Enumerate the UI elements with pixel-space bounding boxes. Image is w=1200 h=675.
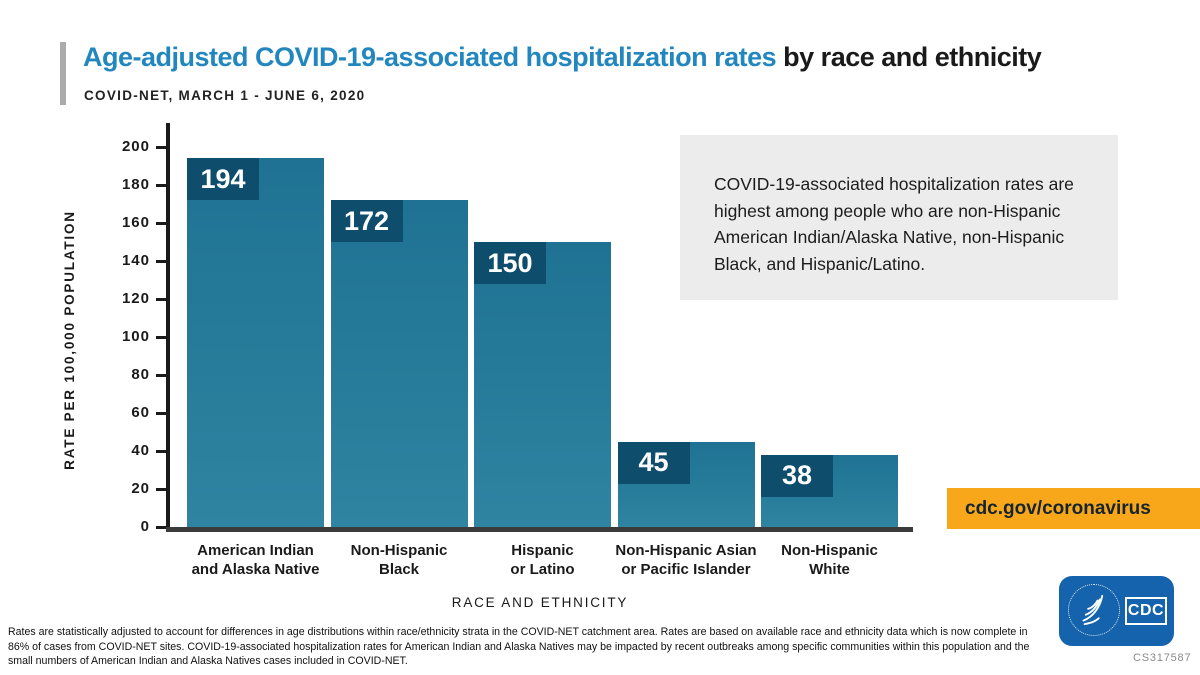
bar-category-line: Non-Hispanic Asian [615, 542, 757, 559]
y-tick-label: 60 [131, 404, 150, 421]
bar-category-line: White [809, 561, 850, 578]
y-tick-label: 120 [121, 290, 150, 307]
cdc-hhs-logo: CDC [1059, 576, 1174, 646]
bar-value: 150 [474, 242, 546, 284]
y-tick [156, 145, 166, 149]
page-title-black: by race and ethnicity [776, 42, 1042, 72]
cs-number: CS317587 [1133, 652, 1192, 664]
bar-category-label: Non-Hispanic Asian or Pacific Islander [596, 541, 776, 579]
url-badge-label: cdc.gov/coronavirus [965, 498, 1151, 519]
y-tick-label: 40 [131, 442, 150, 459]
footnote: Rates are statistically adjusted to acco… [8, 625, 1029, 669]
callout-box: COVID-19-associated hospitalization rate… [680, 135, 1118, 300]
y-tick [156, 487, 166, 491]
bar-value: 194 [187, 158, 259, 201]
y-tick-label: 100 [121, 328, 150, 345]
title-accent-bar [60, 42, 66, 105]
y-tick [156, 335, 166, 339]
bar-category-line: Black [378, 561, 420, 578]
y-tick-label: 0 [140, 518, 150, 535]
y-tick [156, 259, 166, 263]
y-tick-label: 20 [131, 480, 150, 497]
bar-category-label: American Indian and Alaska Native [166, 541, 346, 579]
bar-category-label: Hispanic or Latino [453, 541, 633, 579]
y-tick [156, 411, 166, 415]
page-subtitle: COVID-NET, MARCH 1 - JUNE 6, 2020 [84, 88, 366, 103]
callout-text: COVID-19-associated hospitalization rate… [714, 174, 1074, 274]
y-tick-label: 160 [121, 214, 150, 231]
y-axis-line [166, 123, 170, 532]
bar-category-line: and Alaska Native [191, 561, 320, 578]
y-tick [156, 221, 166, 225]
bar-category-line: or Pacific Islander [621, 561, 751, 578]
x-axis-line [166, 527, 913, 532]
cdc-wordmark: CDC [1125, 597, 1167, 625]
y-tick [156, 183, 166, 187]
y-tick [156, 297, 166, 301]
x-axis-title: RACE AND ETHNICITY [451, 595, 629, 610]
footnote-line: 86% of cases from COVID-NET sites. COVID… [8, 640, 1030, 653]
page-title-blue: Age-adjusted COVID-19-associated hospita… [83, 42, 777, 72]
bar-value: 45 [617, 441, 690, 484]
bar-value: 172 [330, 200, 403, 243]
y-tick [156, 449, 166, 453]
bar: 172 [330, 200, 468, 527]
bar: 45 [617, 441, 755, 527]
hhs-eagle-icon [1068, 584, 1120, 636]
y-tick [156, 373, 166, 377]
bar-category-line: Non-Hispanic [781, 542, 878, 559]
footnote-line: small numbers of American Indian and Ala… [8, 655, 408, 667]
bar: 194 [187, 158, 324, 527]
y-tick-label: 140 [121, 252, 150, 269]
y-axis-title: RATE PER 100,000 POPULATION [62, 210, 77, 470]
bar-category-label: Non-Hispanic Black [309, 541, 489, 579]
bar-category-line: or Latino [510, 561, 575, 578]
y-tick-label: 200 [121, 138, 150, 155]
bar-category-line: American Indian [197, 542, 314, 559]
page-title: Age-adjusted COVID-19-associated hospita… [83, 40, 1042, 74]
bar-category-line: Hispanic [511, 542, 574, 559]
bar-category-line: Non-Hispanic [350, 542, 448, 559]
bar-value: 38 [761, 454, 833, 497]
bar-category-label: Non-Hispanic White [740, 541, 920, 579]
bar: 150 [474, 242, 611, 527]
url-badge: cdc.gov/coronavirus [947, 488, 1200, 529]
bar: 38 [761, 454, 898, 527]
y-tick [156, 525, 166, 529]
footnote-line: Rates are statistically adjusted to acco… [8, 626, 1028, 638]
y-tick-label: 180 [121, 176, 150, 193]
y-tick-label: 80 [131, 366, 150, 383]
